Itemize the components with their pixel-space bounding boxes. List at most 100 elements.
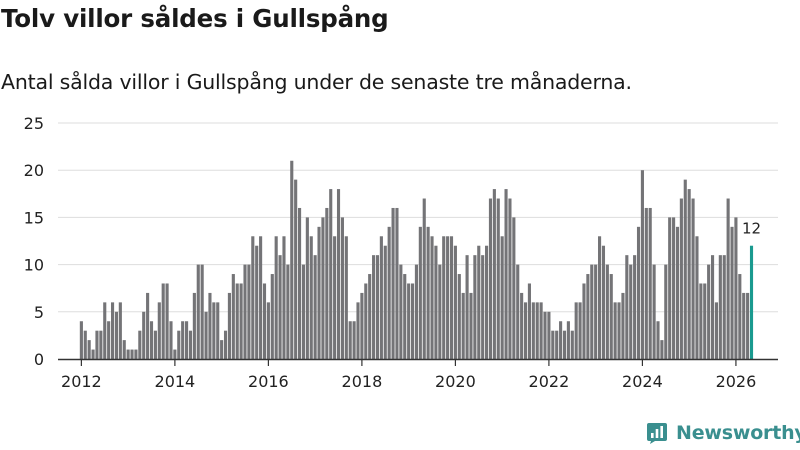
bar: [146, 292, 150, 359]
bar: [551, 330, 555, 359]
bar: [414, 264, 418, 359]
bar: [107, 321, 111, 359]
bar: [485, 245, 489, 359]
x-tick-label: 2026: [716, 372, 757, 391]
bar: [430, 236, 434, 359]
bars: [79, 160, 754, 359]
y-tick-label: 20: [24, 161, 44, 180]
bar: [157, 302, 161, 359]
y-tick-label: 15: [24, 208, 44, 227]
bar: [134, 349, 138, 359]
bar: [582, 283, 586, 359]
bar: [660, 340, 664, 359]
bar: [410, 283, 415, 359]
x-tick-label: 2016: [248, 372, 289, 391]
bar: [481, 255, 485, 359]
bar: [259, 236, 263, 359]
bar: [679, 198, 683, 359]
bar: [290, 160, 294, 359]
bar: [621, 292, 625, 359]
bar: [469, 292, 473, 359]
bar: [255, 245, 259, 359]
y-tick-label: 10: [24, 256, 44, 275]
bar: [520, 292, 524, 359]
bar: [196, 264, 200, 359]
bar: [91, 349, 95, 359]
bar: [734, 217, 738, 359]
annotations: 12: [742, 220, 761, 238]
bar: [83, 330, 87, 359]
bar: [523, 302, 528, 359]
bar: [227, 292, 231, 359]
bar: [212, 302, 216, 359]
bar: [79, 321, 83, 359]
bar: [375, 255, 380, 359]
bar: [656, 321, 660, 359]
bar: [286, 264, 290, 359]
bar: [722, 255, 726, 359]
bar: [301, 264, 306, 359]
bar: [266, 302, 270, 359]
y-tick-label: 25: [24, 114, 44, 133]
bar: [204, 311, 208, 359]
bar: [629, 264, 633, 359]
bar: [247, 264, 251, 359]
bar: [586, 274, 590, 359]
bar: [235, 283, 239, 359]
bar: [329, 189, 333, 359]
y-tick-label: 5: [34, 303, 44, 322]
bar: [309, 236, 313, 359]
bar: [699, 283, 703, 359]
bar: [714, 302, 718, 359]
bar: [531, 302, 535, 359]
bar: [169, 321, 173, 359]
bar: [640, 170, 644, 359]
bar: [598, 236, 602, 359]
bar: [426, 226, 430, 359]
bar: [707, 264, 711, 359]
bar: [181, 321, 185, 359]
bar: [305, 217, 309, 359]
bar: [492, 189, 496, 359]
bar: [438, 264, 442, 359]
bar: [340, 217, 344, 359]
y-tick-label: 0: [34, 350, 44, 369]
bar: [262, 283, 267, 359]
bar: [664, 264, 668, 359]
bar: [352, 321, 356, 359]
bar: [379, 236, 383, 359]
bar: [574, 302, 578, 359]
bar: [562, 330, 567, 359]
bar: [738, 274, 742, 359]
bar: [239, 283, 243, 359]
bar: [648, 207, 652, 359]
bar: [465, 255, 469, 359]
bar: [372, 255, 376, 359]
newsworthy-logo[interactable]: Newsworthy: [646, 420, 800, 446]
bar: [691, 198, 695, 359]
bar: [364, 283, 368, 359]
bar: [496, 198, 500, 359]
bar: [504, 189, 508, 359]
bar: [395, 207, 399, 359]
bar: [407, 283, 411, 359]
bar: [590, 264, 594, 359]
bar: [726, 198, 730, 359]
bar: [555, 330, 559, 359]
bar: [110, 302, 115, 359]
bar: [223, 330, 228, 359]
bar: [344, 236, 348, 359]
bar: [710, 255, 715, 359]
bar: [687, 189, 691, 359]
bar: [539, 302, 543, 359]
bar: [434, 245, 438, 359]
bar: [336, 189, 341, 359]
bar: [461, 292, 465, 359]
bar: [130, 349, 134, 359]
bar: [321, 217, 325, 359]
bar: [153, 330, 157, 359]
bar: [644, 207, 648, 359]
bar: [742, 292, 746, 359]
bar: [601, 245, 606, 359]
